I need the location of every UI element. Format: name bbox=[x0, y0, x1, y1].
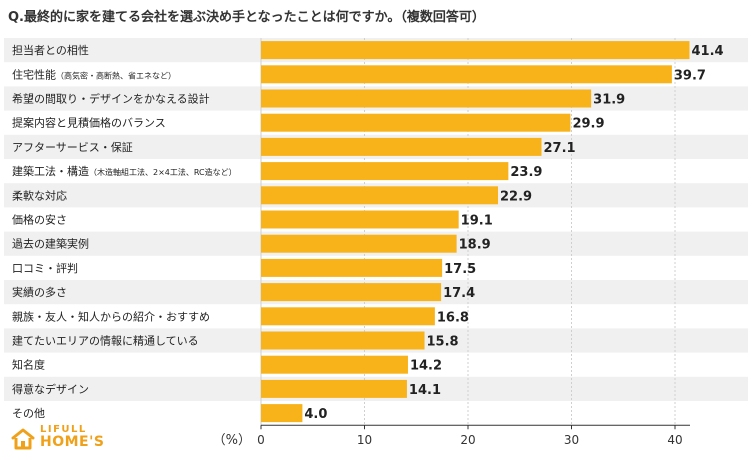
category-label: 実績の多さ bbox=[12, 285, 67, 299]
bar bbox=[261, 65, 672, 84]
bar bbox=[261, 404, 303, 423]
category-label-main: その他 bbox=[12, 407, 45, 420]
category-label: 親族・友人・知人からの紹介・おすすめ bbox=[12, 309, 210, 323]
value-label: 14.1 bbox=[409, 383, 441, 398]
category-label: 担当者との相性 bbox=[12, 43, 89, 57]
category-label-main: アフターサービス・保証 bbox=[12, 140, 133, 154]
category-label-main: 得意なデザイン bbox=[12, 382, 89, 396]
category-label: 柔軟な対応 bbox=[12, 188, 67, 202]
chart-title: Q.最終的に家を建てる会社を選ぶ決め手となったことは何ですか。（複数回答可） bbox=[8, 10, 485, 25]
bar bbox=[261, 186, 499, 205]
category-label-note: （木造軸組工法、2×4工法、RC造など） bbox=[89, 167, 237, 177]
bar bbox=[261, 258, 443, 277]
value-label: 4.0 bbox=[304, 407, 327, 422]
category-label-main: 担当者との相性 bbox=[12, 43, 89, 57]
category-label-main: 知名度 bbox=[12, 358, 45, 372]
value-label: 23.9 bbox=[510, 165, 542, 180]
category-label-note: （高気密・高断熱、省エネなど） bbox=[56, 70, 176, 80]
category-label: その他 bbox=[12, 407, 45, 420]
x-tick-label: 0 bbox=[257, 433, 265, 447]
category-label-main: 口コミ・評判 bbox=[12, 261, 78, 275]
value-label: 39.7 bbox=[674, 68, 706, 83]
x-tick-label: 30 bbox=[564, 433, 579, 447]
category-label-main: 実績の多さ bbox=[12, 285, 67, 299]
bar bbox=[261, 41, 690, 60]
category-label-main: 建てたいエリアの情報に精通している bbox=[12, 334, 199, 348]
value-label: 15.8 bbox=[427, 335, 459, 350]
category-label: 価格の安さ bbox=[12, 213, 67, 227]
category-label: 口コミ・評判 bbox=[12, 261, 78, 275]
x-axis: 0 10 20 30 40 （%） bbox=[213, 424, 690, 448]
logo-line2: HOME'S bbox=[40, 434, 105, 450]
bar bbox=[261, 210, 459, 229]
value-label: 16.8 bbox=[437, 310, 469, 325]
category-label-main: 建築工法・構造 bbox=[12, 164, 89, 178]
value-label: 14.2 bbox=[410, 359, 442, 374]
value-label: 41.4 bbox=[691, 44, 723, 59]
category-label: 建てたいエリアの情報に精通している bbox=[12, 334, 199, 348]
category-label: アフターサービス・保証 bbox=[12, 140, 133, 154]
lifull-homes-logo: LIFULL HOME'S bbox=[10, 424, 120, 454]
category-label-main: 過去の建築実例 bbox=[12, 237, 89, 251]
x-axis-unit-label: （%） bbox=[213, 433, 251, 448]
value-labels: 41.4 39.7 31.9 29.9 27.123.9 22.9 19.1 18.9 17.5… bbox=[304, 44, 723, 422]
category-label-main: 価格の安さ bbox=[12, 213, 67, 227]
category-label: 希望の間取り・デザインをかなえる設計 bbox=[12, 92, 210, 106]
category-label: 建築工法・構造（木造軸組工法、2×4工法、RC造など） bbox=[12, 164, 237, 178]
bar bbox=[261, 234, 457, 253]
category-label-main: 親族・友人・知人からの紹介・おすすめ bbox=[12, 309, 210, 323]
value-label: 19.1 bbox=[461, 214, 493, 229]
x-tick-label: 10 bbox=[357, 433, 372, 447]
house-logo-icon bbox=[11, 428, 35, 450]
value-label: 17.4 bbox=[443, 286, 475, 301]
category-label-main: 希望の間取り・デザインをかなえる設計 bbox=[12, 92, 210, 106]
category-label: 知名度 bbox=[12, 358, 45, 372]
category-label-main: 柔軟な対応 bbox=[12, 188, 67, 202]
value-label: 29.9 bbox=[572, 117, 604, 132]
x-tick-label: 20 bbox=[460, 433, 475, 447]
value-label: 17.5 bbox=[444, 262, 476, 277]
bar bbox=[261, 355, 408, 374]
category-labels: 担当者との相性住宅性能（高気密・高断熱、省エネなど）希望の間取り・デザインをかな… bbox=[12, 43, 237, 420]
bar bbox=[261, 307, 435, 326]
category-label-main: 住宅性能 bbox=[12, 67, 56, 81]
bar bbox=[261, 379, 407, 398]
value-label: 22.9 bbox=[500, 189, 532, 204]
logo-line1: LIFULL bbox=[40, 424, 87, 435]
category-label: 得意なデザイン bbox=[12, 382, 89, 396]
category-label: 過去の建築実例 bbox=[12, 237, 89, 251]
category-label: 住宅性能（高気密・高断熱、省エネなど） bbox=[12, 67, 176, 81]
bar bbox=[261, 113, 571, 132]
x-tick-label: 40 bbox=[667, 433, 682, 447]
value-label: 31.9 bbox=[593, 93, 625, 108]
bar bbox=[261, 162, 509, 181]
category-label: 提案内容と見積価格のバランス bbox=[12, 116, 166, 130]
category-label-main: 提案内容と見積価格のバランス bbox=[12, 116, 166, 130]
value-label: 18.9 bbox=[459, 238, 491, 253]
bar bbox=[261, 283, 442, 302]
value-label: 27.1 bbox=[543, 141, 575, 156]
bar bbox=[261, 331, 425, 350]
bar bbox=[261, 137, 542, 156]
bars bbox=[261, 41, 690, 423]
bar bbox=[261, 89, 592, 108]
